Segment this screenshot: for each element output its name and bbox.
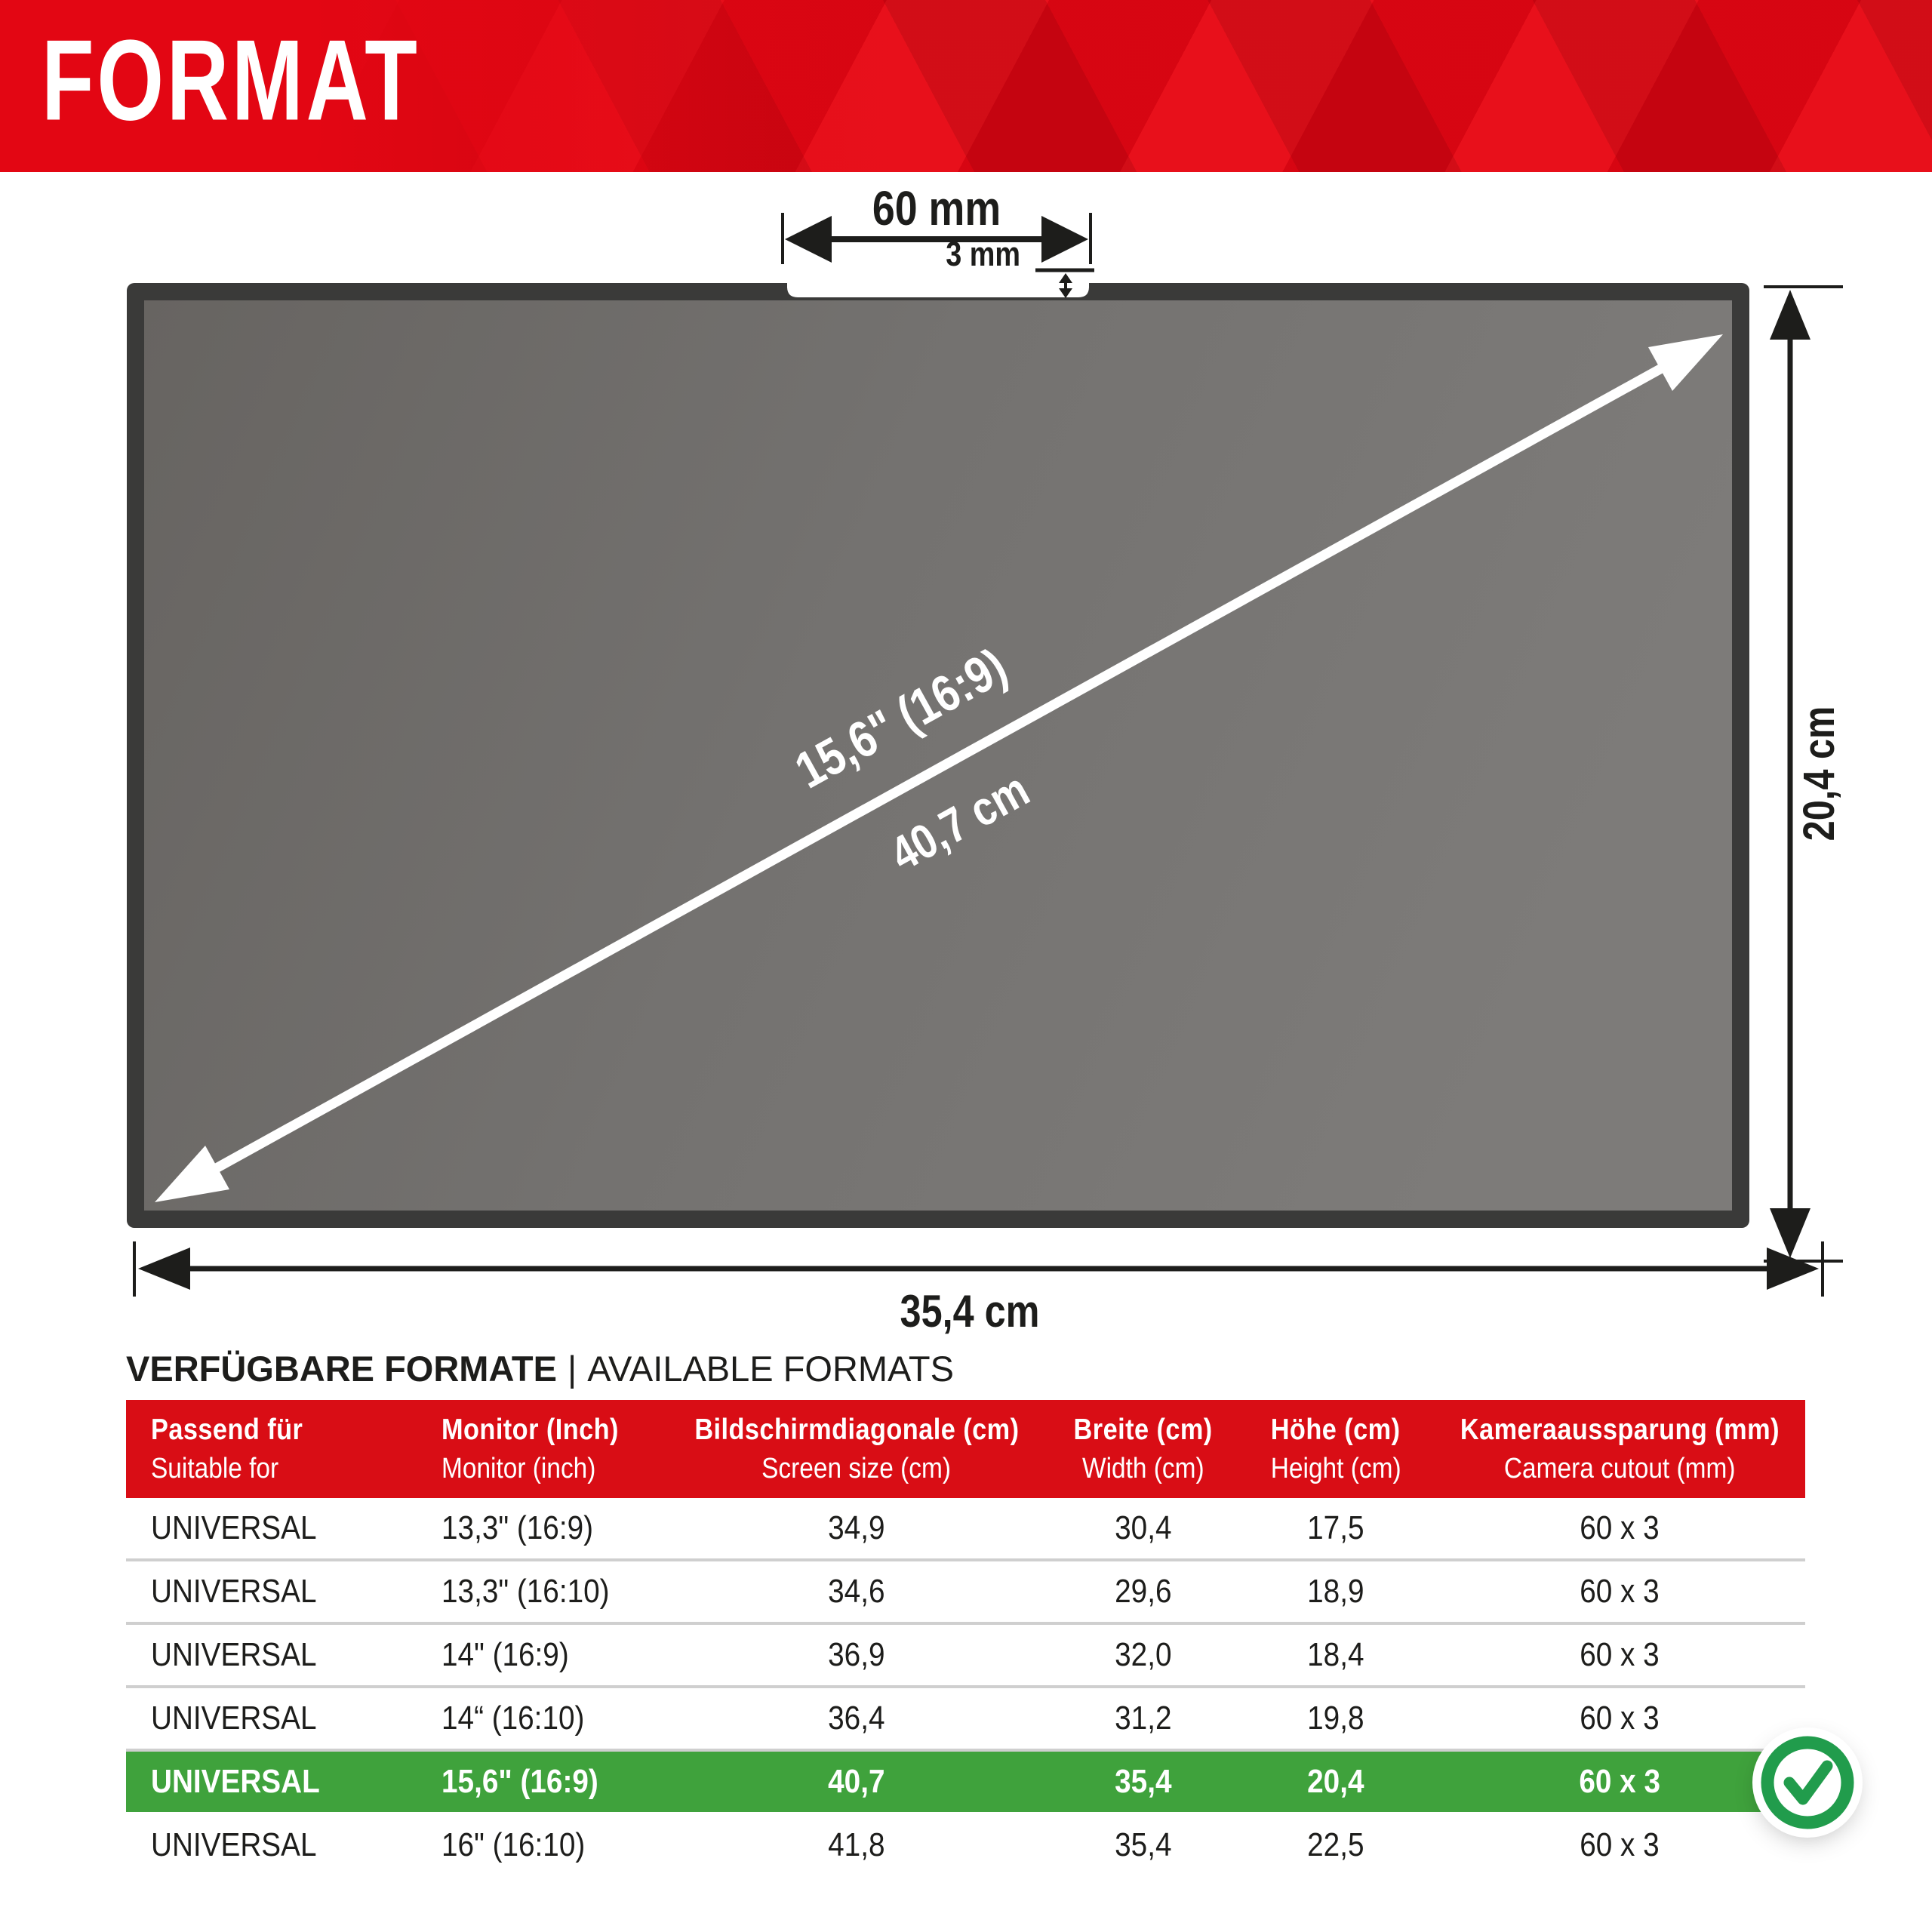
diamond-pattern-background <box>0 0 1932 172</box>
arrowhead-up-icon <box>1770 290 1810 340</box>
diagonal-arrowhead-topright-icon <box>1648 334 1723 391</box>
page-title: FORMAT <box>42 16 420 145</box>
arrowhead-left-icon <box>138 1247 190 1290</box>
arrowhead-down-icon <box>1059 288 1072 298</box>
table-row: UNIVERSAL 13,3" (16:9) 34,9 30,4 17,5 60… <box>126 1498 1805 1558</box>
screen-diagram: 60 mm 3 mm 15,6" (16:9) 40,7 cm 20,4 cm <box>127 181 1844 1336</box>
column-header-suitable-for: Passend für Suitable for <box>151 1413 303 1484</box>
formats-table: Passend für Suitable for Monitor (Inch) … <box>126 1400 1805 1875</box>
notch-depth-label: 3 mm <box>946 235 1020 273</box>
row-divider <box>126 1622 1805 1625</box>
top-width-dimension: 60 mm <box>781 181 1092 264</box>
column-header-height: Höhe (cm) Height (cm) <box>1270 1413 1401 1484</box>
diagonal-arrowhead-bottomleft-icon <box>155 1146 229 1202</box>
height-label: 20,4 cm <box>1795 706 1844 841</box>
table-row: UNIVERSAL 14“ (16:10) 36,4 31,2 19,8 60 … <box>126 1688 1805 1749</box>
arrowhead-left-icon <box>785 216 832 263</box>
checkmark-icon <box>1761 1736 1854 1829</box>
selected-format-badge <box>1761 1736 1854 1829</box>
arrowhead-right-icon <box>1041 216 1088 263</box>
camera-notch-cutout <box>787 280 1089 297</box>
column-header-screen-size: Bildschirmdiagonale (cm) Screen size (cm… <box>694 1413 1020 1484</box>
section-title-english: AVAILABLE FORMATS <box>587 1349 954 1389</box>
height-dimension: 20,4 cm <box>1764 285 1844 1263</box>
arrowhead-up-icon <box>1059 273 1072 283</box>
section-title-separator: | <box>567 1349 577 1389</box>
top-width-label: 60 mm <box>872 181 1001 236</box>
table-row: UNIVERSAL 16" (16:10) 41,8 35,4 22,5 60 … <box>126 1815 1805 1875</box>
section-title-german: VERFÜGBARE FORMATE <box>126 1349 557 1389</box>
table-row: UNIVERSAL 14" (16:9) 36,9 32,0 18,4 60 x… <box>126 1625 1805 1685</box>
width-label: 35,4 cm <box>900 1286 1040 1336</box>
notch-depth-dimension: 3 mm <box>946 235 1094 298</box>
width-dimension: 35,4 cm <box>133 1241 1824 1336</box>
column-header-monitor-inch: Monitor (Inch) Monitor (inch) <box>441 1413 619 1484</box>
column-header-camera-cutout: Kameraaussparung (mm) Camera cutout (mm) <box>1460 1413 1780 1484</box>
arrowhead-right-icon <box>1767 1247 1819 1290</box>
header-banner: FORMAT <box>0 0 1932 172</box>
arrowhead-down-icon <box>1770 1208 1810 1258</box>
table-row: UNIVERSAL 13,3" (16:10) 34,6 29,6 18,9 6… <box>126 1561 1805 1622</box>
formats-section-title: VERFÜGBARE FORMATE | AVAILABLE FORMATS <box>126 1348 954 1389</box>
column-header-width: Breite (cm) Width (cm) <box>1073 1413 1214 1484</box>
row-divider <box>126 1685 1805 1688</box>
row-divider <box>126 1749 1805 1752</box>
row-divider <box>126 1558 1805 1561</box>
table-row-highlighted: UNIVERSAL 15,6" (16:9) 40,7 35,4 20,4 60… <box>126 1752 1805 1812</box>
table-header-row: Passend für Suitable for Monitor (Inch) … <box>126 1400 1805 1498</box>
